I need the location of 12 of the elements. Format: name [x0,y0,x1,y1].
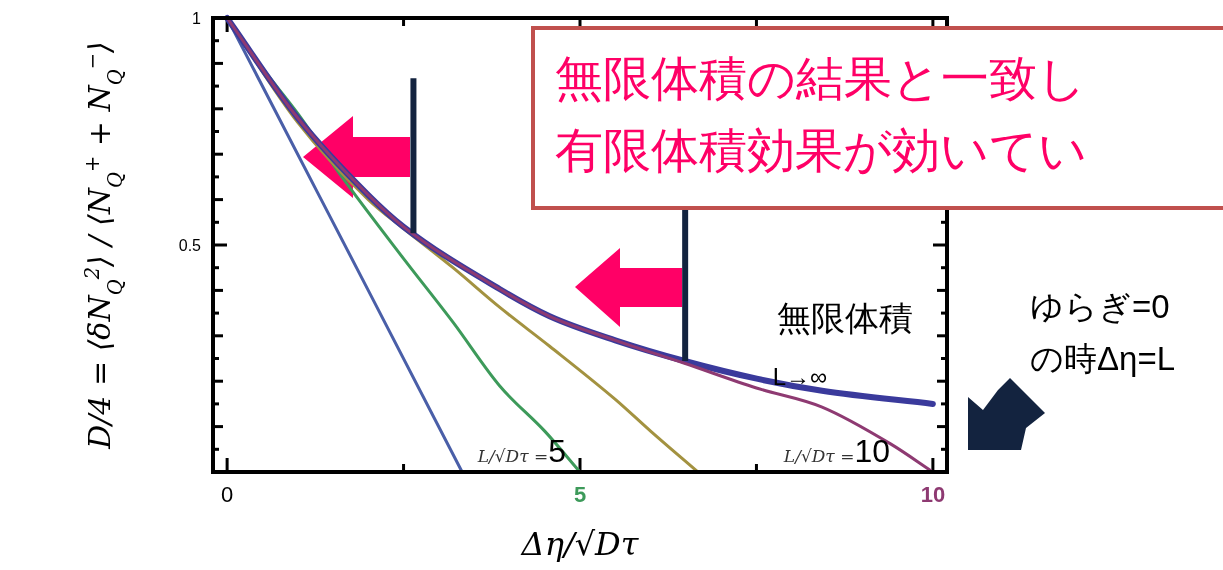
text: の時Δη=L [1030,340,1176,377]
x-tick-label: 10 [920,482,946,507]
y-tick-label: 1 [192,10,202,27]
y-tick-label: 0.5 [178,237,202,254]
x-tick-label: 5 [573,482,587,507]
x-axis-title: Δη/√Dτ [519,525,640,563]
series-label: 無限体積 L→∞ [772,299,913,390]
text: ゆらぎ=0 [1030,288,1170,325]
annotation: 無限体積の結果と一致し [555,52,1086,105]
x-tick-label: 0 [220,482,234,507]
series-label: L/√Dτ =10 [782,433,890,469]
annotation: 有限体積効果が効いてい [555,124,1087,177]
